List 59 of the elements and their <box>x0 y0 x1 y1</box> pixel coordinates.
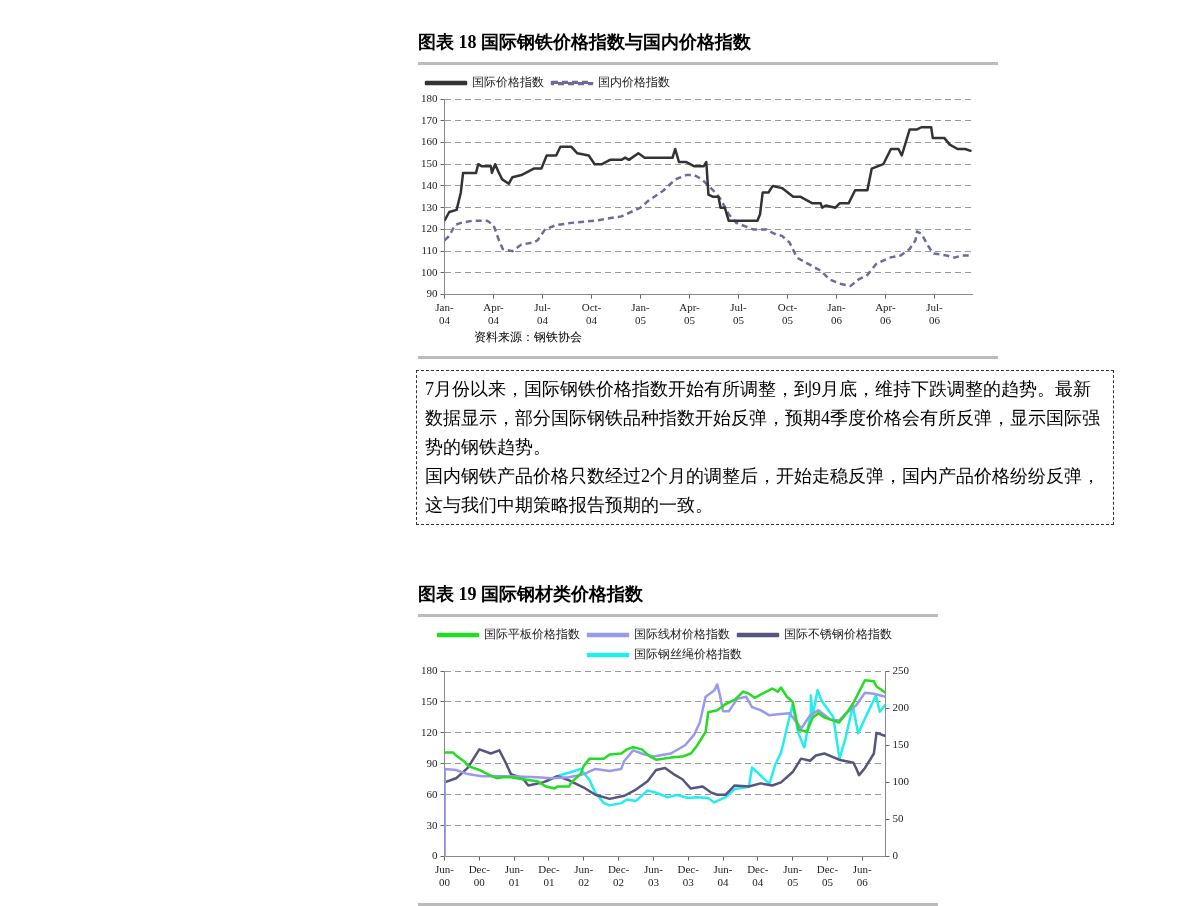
y2-tick-label: 200 <box>892 701 910 714</box>
y-tick-label: 60 <box>426 787 438 800</box>
x-tick-label: Dec-05 <box>816 863 839 889</box>
x-tick-label: Apr-04 <box>483 301 505 327</box>
x-tick-label: Jun-02 <box>574 863 594 889</box>
x-tick-label: Jun-04 <box>713 863 733 889</box>
x-tick-label: Dec-03 <box>677 863 700 889</box>
y2-tick-label: 150 <box>892 738 910 751</box>
text: 资料来源：钢铁协会 <box>473 329 583 346</box>
y-tick-label: 120 <box>421 725 438 738</box>
legend-label: 国际不锈钢价格指数 <box>784 627 892 642</box>
text: 国内钢铁产品价格只数经过2个月的调整后，开始走稳反弹，国内产品价格纷纷反弹，这与我们中期策略报告预期的一致。 <box>425 465 1101 517</box>
y-tick-label: 90 <box>426 756 438 769</box>
y-tick-label: 120 <box>421 222 438 235</box>
y-tick-label: 150 <box>421 694 438 707</box>
legend-label: 国际钢丝绳价格指数 <box>634 647 742 662</box>
x-tick-label: Oct-04 <box>581 301 602 327</box>
x-tick-label: Jun-06 <box>852 863 873 889</box>
y-tick-label: 100 <box>421 265 438 278</box>
y2-tick-label: 250 <box>892 663 910 676</box>
x-tick-label: Jun-03 <box>643 863 664 889</box>
x-tick-label: Jun-01 <box>504 863 524 889</box>
y-tick-label: 130 <box>421 200 438 213</box>
x-tick-label: Apr-06 <box>875 301 897 327</box>
legend-label: 国际价格指数 <box>472 75 544 90</box>
text: 7月份以来，国际钢铁价格指数开始有所调整，到9月底，维持下跌调整的趋势。最新数据显示，部分国际钢铁品种指数开始反弹，预期4季度价格会有所反弹，显示国际强势的钢铁趋势。 <box>425 378 1101 459</box>
y-tick-label: 0 <box>432 849 438 862</box>
line-series <box>444 173 971 288</box>
legend-label: 国际线材价格指数 <box>634 627 730 642</box>
y2-tick-label: 100 <box>892 775 910 788</box>
x-tick-label: Dec-04 <box>747 863 769 889</box>
y2-tick-label: 0 <box>892 849 899 862</box>
x-tick-label: Jun-05 <box>783 863 803 889</box>
x-tick-label: Dec-00 <box>468 863 491 889</box>
x-tick-label: Jul-04 <box>534 301 552 327</box>
y2-tick-label: 50 <box>892 812 904 825</box>
x-tick-label: Jan-05 <box>631 301 650 327</box>
y-tick-label: 150 <box>421 157 438 170</box>
x-tick-label: Oct-05 <box>777 301 798 327</box>
y-tick-label: 110 <box>421 244 438 257</box>
y-tick-label: 180 <box>421 91 438 104</box>
legend-label: 国内价格指数 <box>598 75 670 90</box>
chart-title: 图表 18 国际钢铁价格指数与国内价格指数 <box>418 31 752 54</box>
x-tick-label: Jul-05 <box>730 301 748 327</box>
y-tick-label: 90 <box>426 287 438 300</box>
chart-title: 图表 19 国际钢材类价格指数 <box>418 583 644 606</box>
y-tick-label: 180 <box>421 663 438 676</box>
x-tick-label: Jan-06 <box>827 301 846 327</box>
legend-label: 国际平板价格指数 <box>484 627 580 642</box>
x-tick-label: Dec-01 <box>538 863 560 889</box>
y-tick-label: 140 <box>421 178 438 191</box>
y-tick-label: 170 <box>421 113 438 126</box>
y-tick-label: 30 <box>426 818 438 831</box>
x-tick-label: Apr-05 <box>679 301 701 327</box>
x-tick-label: Dec-02 <box>607 863 630 889</box>
x-tick-label: Jan-04 <box>435 301 454 327</box>
x-tick-label: Jun-00 <box>435 863 455 889</box>
y-tick-label: 160 <box>421 135 438 148</box>
x-tick-label: Jul-06 <box>926 301 944 327</box>
